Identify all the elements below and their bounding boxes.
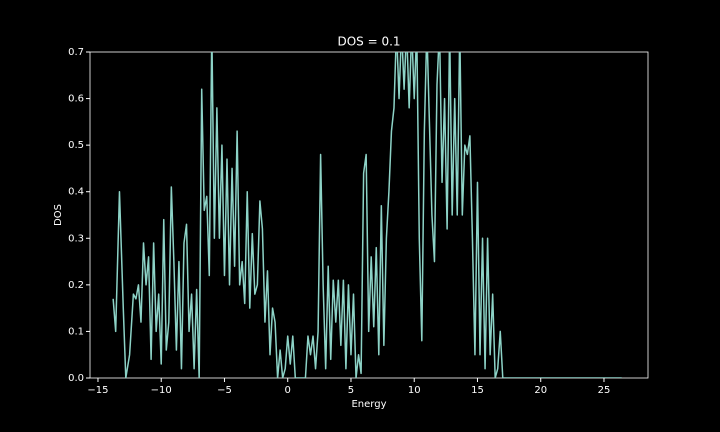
x-axis-label: Energy [351,399,386,410]
x-tick-label: 10 [408,385,421,396]
x-tick-label: 15 [471,385,484,396]
x-tick-label: 0 [285,385,291,396]
y-tick-label: 0.4 [68,187,84,198]
x-tick-label: 25 [598,385,611,396]
x-tick-label: −15 [87,385,108,396]
chart-title: DOS = 0.1 [337,35,400,49]
y-tick-label: 0.1 [68,326,84,337]
dos-line [112,52,622,378]
y-tick-label: 0.7 [68,47,84,58]
x-tick-label: −5 [217,385,232,396]
y-tick-label: 0.5 [68,140,84,151]
y-axis-label: DOS [53,204,64,226]
y-tick-label: 0.3 [68,233,84,244]
x-tick-label: 20 [534,385,547,396]
y-tick-label: 0.0 [68,373,84,384]
y-tick-label: 0.2 [68,280,84,291]
y-tick-label: 0.6 [68,94,84,105]
x-tick-label: 5 [348,385,354,396]
plot-frame [89,51,649,379]
x-tick-label: −10 [151,385,172,396]
